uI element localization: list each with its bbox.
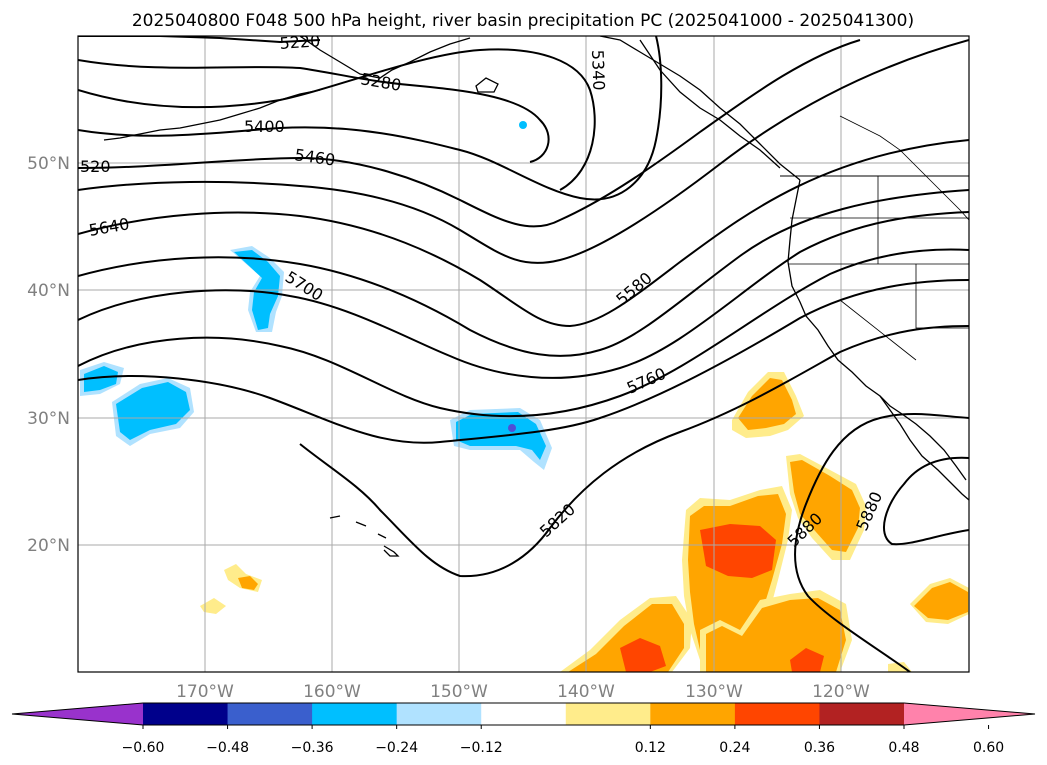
positive-anomaly-area (200, 598, 226, 614)
contour-label: 520 (80, 157, 111, 176)
colorbar-tick-label: 0.12 (635, 740, 666, 756)
colorbar-extend-low (12, 703, 143, 725)
colorbar-tick-label: −0.48 (206, 740, 249, 756)
colorbar-tick-label: 0.24 (719, 740, 750, 756)
colorbar: −0.60 −0.48 −0.36 −0.24 −0.12 0.12 0.24 0.36 0.4… (11, 702, 1036, 756)
height-contour-5280 (78, 59, 550, 163)
state-borders (788, 176, 969, 361)
negative-anomaly-area (84, 366, 118, 392)
latitude-labels: 50°N 40°N 30°N 20°N (27, 154, 70, 556)
colorbar-tick-label: 0.48 (888, 740, 919, 756)
negative-anomaly-core (508, 424, 516, 432)
contour-label: 5400 (244, 117, 285, 136)
colorbar-segment (819, 703, 905, 725)
positive-anomaly-area (738, 378, 796, 430)
lat-tick-label: 40°N (27, 281, 70, 301)
colorbar-tick-label: −0.60 (122, 740, 165, 756)
colorbar-tick-label: 0.60 (973, 740, 1004, 756)
gulf-of-alaska-coast (599, 36, 801, 181)
colorbar-segment (481, 703, 567, 725)
height-contours (78, 36, 969, 672)
height-contour-5400 (78, 36, 663, 201)
map-frame (77, 35, 970, 673)
colorbar-tick-label: 0.36 (804, 740, 835, 756)
figure-title: 2025040800 F048 500 hPa height, river ba… (132, 11, 914, 31)
height-contour-5220 (78, 36, 321, 44)
lat-tick-label: 30°N (27, 409, 70, 429)
lon-tick-label: 170°W (176, 682, 234, 702)
negative-anomaly-spot (519, 121, 527, 129)
colorbar-fills (12, 703, 1035, 725)
colorbar-segment (396, 703, 482, 725)
colorbar-tick-label: −0.24 (375, 740, 418, 756)
small-island (475, 77, 499, 93)
positive-anomaly-area (620, 638, 666, 672)
canada-coast-detail (839, 115, 969, 221)
colorbar-segment (312, 703, 398, 725)
positive-anomaly-area (914, 582, 968, 620)
lat-tick-label: 20°N (27, 536, 70, 556)
height-contour-5580 (78, 139, 969, 328)
hawaii-islands (329, 515, 400, 557)
longitude-labels: 170°W 160°W 150°W 140°W 130°W 120°W (176, 682, 870, 702)
positive-precip-areas (200, 372, 969, 672)
contour-label: 5340 (588, 49, 608, 90)
colorbar-tick-label: −0.36 (291, 740, 334, 756)
lat-tick-label: 50°N (27, 154, 70, 174)
british-columbia-coast (639, 39, 781, 169)
alaska-coast (299, 36, 471, 79)
colorbar-segment (227, 703, 313, 725)
colorbar-segment (143, 703, 229, 725)
lon-tick-label: 140°W (557, 682, 615, 702)
baja-california-coast (879, 395, 967, 481)
colorbar-segment (734, 703, 820, 725)
colorbar-outline (11, 702, 1036, 726)
height-contour-5460 (78, 39, 861, 228)
colorbar-segment (650, 703, 736, 725)
positive-anomaly-area (700, 524, 776, 578)
colorbar-segment (565, 703, 651, 725)
colorbar-extend-high (904, 703, 1035, 725)
lon-tick-label: 160°W (303, 682, 361, 702)
lon-tick-label: 130°W (685, 682, 743, 702)
height-contour-5520 (78, 39, 969, 264)
height-contour-5760 (78, 248, 969, 418)
height-contour-5880-c (883, 456, 969, 546)
colorbar-tick-label: −0.12 (460, 740, 503, 756)
height-contour-5340 (78, 48, 596, 191)
height-contour-5700 (78, 211, 969, 379)
contour-label: 5220 (279, 31, 321, 53)
height-contour-5640 (78, 189, 969, 357)
map-background (78, 36, 969, 672)
lon-tick-label: 120°W (812, 682, 870, 702)
height-contour-5880-b (794, 412, 969, 672)
map-panel: 5220 5280 5340 5400 5460 520 5640 5700 5… (78, 31, 969, 672)
negative-anomaly-area (116, 382, 190, 440)
height-contour-5880-a (299, 325, 969, 578)
positive-anomaly-area (790, 648, 824, 672)
lon-tick-label: 150°W (430, 682, 488, 702)
positive-anomaly-area (790, 460, 860, 552)
coastlines (103, 36, 969, 557)
colorbar-ticks: −0.60 −0.48 −0.36 −0.24 −0.12 0.12 0.24 0.36 0.4… (122, 725, 1004, 756)
positive-anomaly-area (238, 576, 258, 590)
height-contour-5820 (78, 279, 969, 444)
